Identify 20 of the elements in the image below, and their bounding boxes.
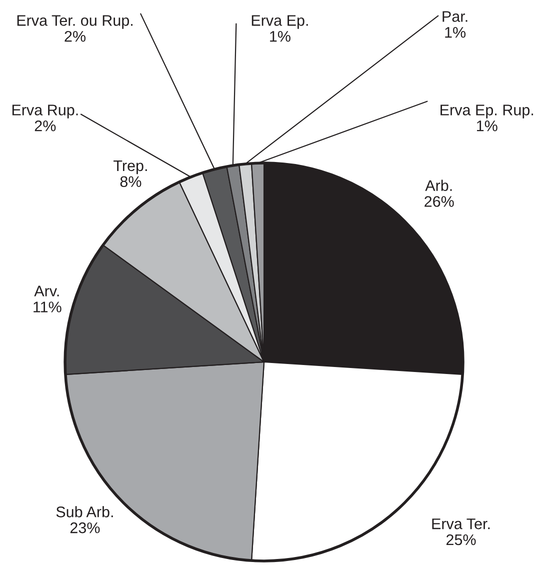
data-label: 25% [446,534,476,546]
data-label: 11% [34,302,62,312]
data-label: 2% [34,120,56,132]
data-label: 1% [270,31,290,42]
slice-label: Erva Ep. Rup. [440,104,534,118]
slice-label: Erva Ep. [252,15,308,29]
slice-label: Erva Ter. [432,518,490,530]
slice-label: Trep. [114,160,147,174]
data-label: 8% [120,176,142,188]
data-label: 23% [70,522,100,534]
data-label: 26% [424,196,454,207]
slice-label: Arv. [34,286,59,296]
slice-label: Erva Rup. [12,104,78,118]
slice-label: Arb. [425,180,452,192]
slice-label: Erva Ter. ou Rup. [17,15,132,29]
data-label: 2% [64,30,86,42]
slice-label: Par. [442,11,468,22]
data-label: 1% [476,120,498,132]
data-label: 1% [445,27,466,38]
slice-label: Sub Arb. [56,506,113,518]
